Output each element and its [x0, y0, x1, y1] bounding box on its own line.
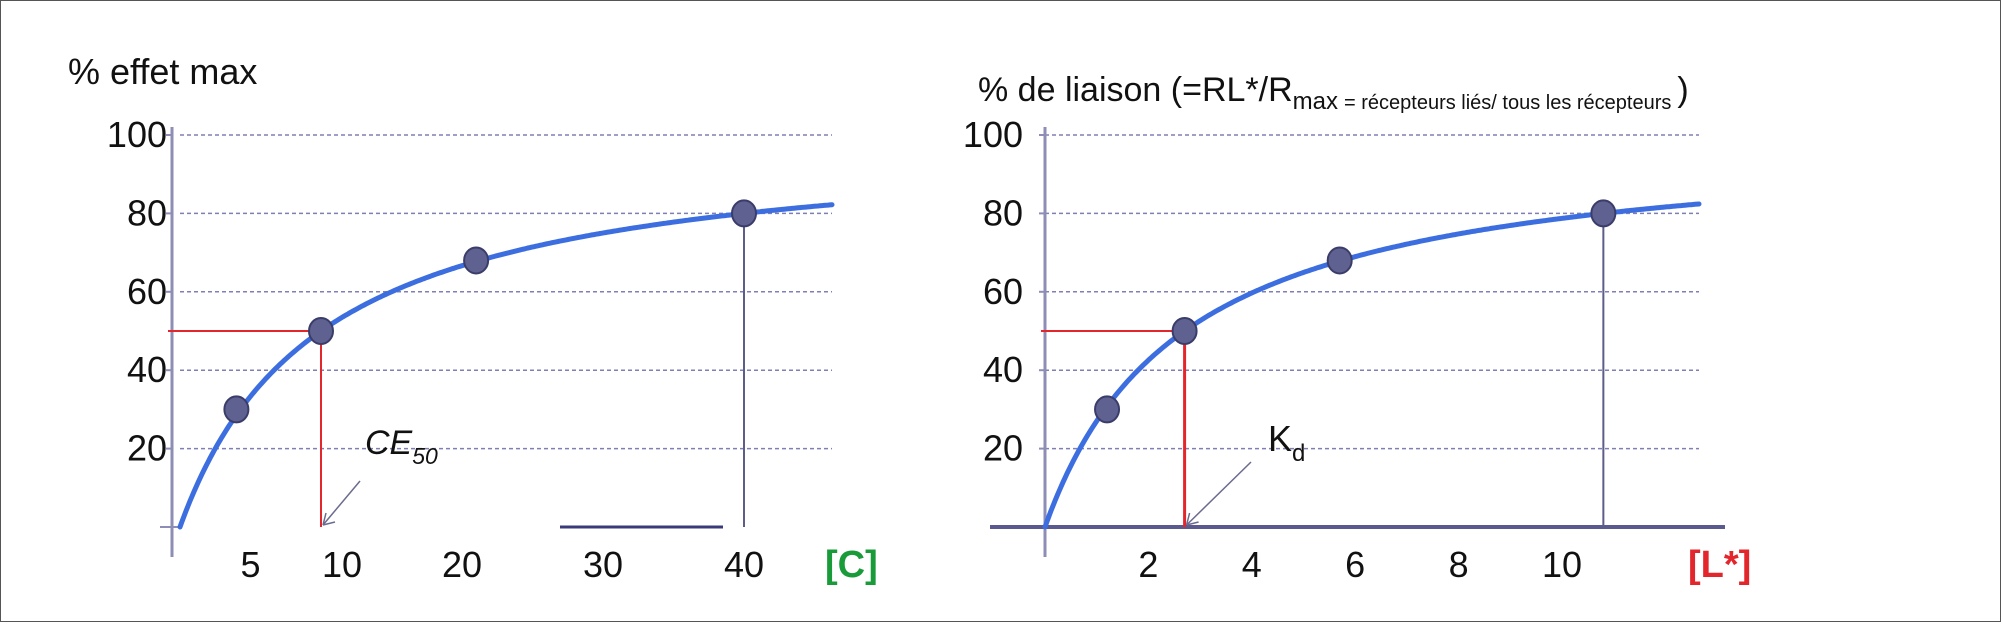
annotation-arrowhead: [322, 512, 336, 526]
data-point: [463, 246, 490, 275]
chart-liaison: 20 40 60 80 100 2 4 6 8 10 [L*] Kd % de liaison (=RL…: [963, 71, 1751, 586]
x-tick-label: 5: [240, 544, 260, 585]
annotation-subscript: 50: [412, 443, 438, 469]
data-point: [308, 317, 334, 345]
data-point: [223, 395, 250, 424]
annotation-arrowhead: [1185, 512, 1199, 526]
y-tick-label: 100: [963, 114, 1023, 155]
y-tick-label: 60: [127, 271, 167, 312]
annotation-label: CE50: [365, 424, 438, 469]
x-tick-label: 2: [1138, 544, 1158, 585]
chart-title-main: % de liaison (=RL*/R: [978, 71, 1293, 109]
chart-title: % de liaison (=RL*/Rmax = récepteurs liés…: [978, 71, 1689, 115]
chart-title-rest: = récepteurs liés/ tous les récepteurs: [1344, 92, 1671, 114]
data-point: [1590, 199, 1617, 228]
chart-effet-max: 20 40 60 80 100 5 10 20 30 40 [C] CE50 % effet max: [68, 51, 878, 586]
chart-title: % effet max: [68, 51, 257, 92]
data-point: [1326, 246, 1353, 275]
y-tick-label: 80: [127, 192, 167, 233]
x-tick-label: 10: [322, 544, 362, 585]
y-tick-label: 40: [127, 349, 167, 390]
x-tick-label: 30: [583, 544, 623, 585]
chart-title-close: ): [1677, 71, 1688, 109]
chart-title-main: % effet max: [68, 51, 257, 92]
x-tick-label: 4: [1242, 544, 1262, 585]
data-point: [1094, 395, 1121, 424]
y-tick-label: 20: [983, 428, 1023, 469]
chart-title-subscript: max: [1293, 88, 1338, 115]
y-tick-label: 80: [983, 192, 1023, 233]
x-tick-label: 6: [1345, 544, 1365, 585]
x-tick-label: 10: [1542, 544, 1582, 585]
curve: [177, 202, 835, 530]
y-tick-label: 20: [127, 428, 167, 469]
annotation-main: CE: [365, 424, 413, 462]
x-tick-label: 40: [724, 544, 764, 585]
y-tick-label: 100: [107, 114, 167, 155]
x-tick-label: 20: [442, 544, 482, 585]
data-point: [1171, 317, 1198, 345]
annotation-arrow: [322, 480, 361, 526]
annotation-main: K: [1268, 418, 1292, 459]
y-tick-label: 40: [983, 349, 1023, 390]
x-tick-label: 8: [1449, 544, 1469, 585]
annotation-arrow: [1186, 461, 1252, 526]
x-axis-label: [L*]: [1688, 544, 1751, 586]
data-point: [731, 199, 757, 228]
x-axis-label: [C]: [825, 544, 878, 586]
annotation-label: Kd: [1268, 418, 1305, 467]
curve: [1042, 201, 1702, 530]
y-tick-label: 60: [983, 271, 1023, 312]
annotation-subscript: d: [1292, 440, 1305, 467]
